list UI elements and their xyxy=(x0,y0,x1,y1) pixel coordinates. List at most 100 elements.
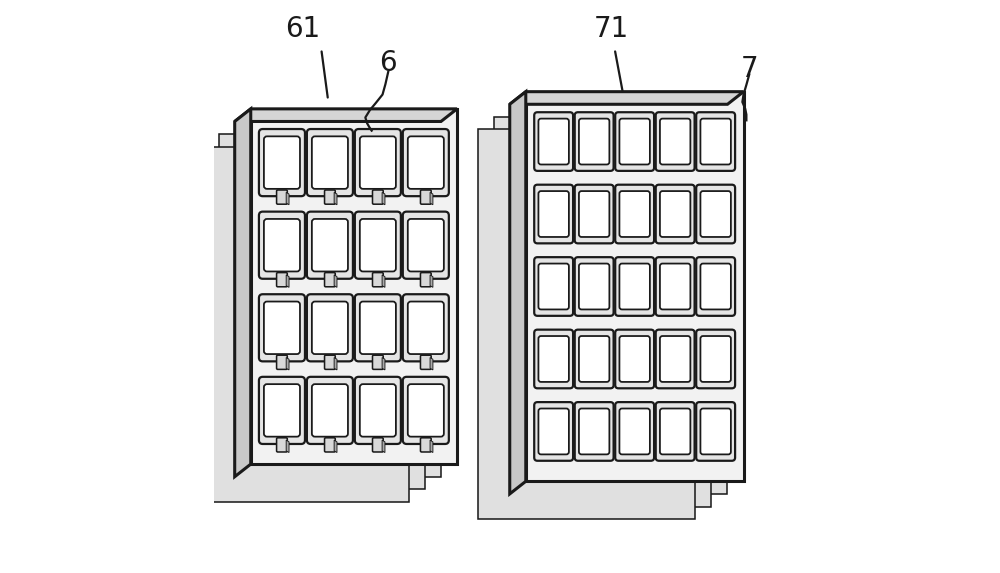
FancyBboxPatch shape xyxy=(700,119,731,164)
FancyBboxPatch shape xyxy=(656,112,695,171)
FancyBboxPatch shape xyxy=(307,129,353,196)
FancyBboxPatch shape xyxy=(355,377,401,444)
FancyBboxPatch shape xyxy=(700,264,731,309)
FancyBboxPatch shape xyxy=(325,438,335,452)
FancyBboxPatch shape xyxy=(420,273,431,287)
FancyBboxPatch shape xyxy=(312,301,348,354)
Polygon shape xyxy=(251,109,457,464)
FancyBboxPatch shape xyxy=(696,402,735,461)
FancyBboxPatch shape xyxy=(619,409,650,454)
FancyBboxPatch shape xyxy=(538,409,569,454)
FancyBboxPatch shape xyxy=(325,355,335,370)
Polygon shape xyxy=(334,440,337,453)
FancyBboxPatch shape xyxy=(408,301,444,354)
FancyBboxPatch shape xyxy=(696,112,735,171)
Polygon shape xyxy=(510,92,526,494)
FancyBboxPatch shape xyxy=(277,355,287,370)
Polygon shape xyxy=(286,275,289,288)
FancyBboxPatch shape xyxy=(403,294,449,362)
FancyBboxPatch shape xyxy=(575,112,614,171)
FancyBboxPatch shape xyxy=(360,384,396,437)
FancyBboxPatch shape xyxy=(696,185,735,244)
Polygon shape xyxy=(286,358,289,370)
FancyBboxPatch shape xyxy=(264,384,300,437)
FancyBboxPatch shape xyxy=(534,185,573,244)
FancyBboxPatch shape xyxy=(700,336,731,382)
FancyBboxPatch shape xyxy=(277,273,287,287)
FancyBboxPatch shape xyxy=(619,191,650,237)
FancyBboxPatch shape xyxy=(534,112,573,171)
FancyBboxPatch shape xyxy=(355,129,401,196)
FancyBboxPatch shape xyxy=(619,264,650,309)
Polygon shape xyxy=(382,275,385,288)
FancyBboxPatch shape xyxy=(700,191,731,237)
FancyBboxPatch shape xyxy=(312,219,348,272)
Polygon shape xyxy=(494,117,711,507)
FancyBboxPatch shape xyxy=(307,294,353,362)
Polygon shape xyxy=(382,440,385,453)
FancyBboxPatch shape xyxy=(408,384,444,437)
Polygon shape xyxy=(334,193,337,205)
FancyBboxPatch shape xyxy=(420,190,431,204)
Polygon shape xyxy=(526,92,744,481)
FancyBboxPatch shape xyxy=(660,119,690,164)
FancyBboxPatch shape xyxy=(372,273,383,287)
FancyBboxPatch shape xyxy=(420,438,431,452)
FancyBboxPatch shape xyxy=(372,355,383,370)
FancyBboxPatch shape xyxy=(307,211,353,279)
FancyBboxPatch shape xyxy=(259,129,305,196)
FancyBboxPatch shape xyxy=(259,211,305,279)
FancyBboxPatch shape xyxy=(534,257,573,316)
FancyBboxPatch shape xyxy=(656,329,695,388)
FancyBboxPatch shape xyxy=(579,119,609,164)
Polygon shape xyxy=(382,193,385,205)
FancyBboxPatch shape xyxy=(696,257,735,316)
FancyBboxPatch shape xyxy=(619,336,650,382)
FancyBboxPatch shape xyxy=(259,377,305,444)
FancyBboxPatch shape xyxy=(360,219,396,272)
Text: 71: 71 xyxy=(594,15,629,42)
FancyBboxPatch shape xyxy=(656,402,695,461)
FancyBboxPatch shape xyxy=(534,402,573,461)
Polygon shape xyxy=(219,134,425,489)
FancyBboxPatch shape xyxy=(538,336,569,382)
Polygon shape xyxy=(286,193,289,205)
FancyBboxPatch shape xyxy=(615,257,654,316)
Polygon shape xyxy=(286,440,289,453)
FancyBboxPatch shape xyxy=(403,211,449,279)
Text: 61: 61 xyxy=(285,15,320,42)
Polygon shape xyxy=(510,92,744,104)
FancyBboxPatch shape xyxy=(575,185,614,244)
Polygon shape xyxy=(235,109,251,477)
Polygon shape xyxy=(430,275,433,288)
FancyBboxPatch shape xyxy=(575,329,614,388)
FancyBboxPatch shape xyxy=(277,190,287,204)
Polygon shape xyxy=(334,275,337,288)
FancyBboxPatch shape xyxy=(264,219,300,272)
FancyBboxPatch shape xyxy=(355,211,401,279)
FancyBboxPatch shape xyxy=(579,336,609,382)
FancyBboxPatch shape xyxy=(355,294,401,362)
FancyBboxPatch shape xyxy=(696,329,735,388)
FancyBboxPatch shape xyxy=(619,119,650,164)
Polygon shape xyxy=(382,358,385,370)
FancyBboxPatch shape xyxy=(660,336,690,382)
FancyBboxPatch shape xyxy=(360,136,396,189)
Polygon shape xyxy=(430,440,433,453)
FancyBboxPatch shape xyxy=(575,257,614,316)
Text: 7: 7 xyxy=(740,55,758,83)
FancyBboxPatch shape xyxy=(325,273,335,287)
FancyBboxPatch shape xyxy=(259,294,305,362)
FancyBboxPatch shape xyxy=(656,185,695,244)
Polygon shape xyxy=(235,109,457,121)
FancyBboxPatch shape xyxy=(264,136,300,189)
FancyBboxPatch shape xyxy=(660,264,690,309)
Polygon shape xyxy=(235,121,441,477)
FancyBboxPatch shape xyxy=(615,185,654,244)
FancyBboxPatch shape xyxy=(656,257,695,316)
FancyBboxPatch shape xyxy=(408,219,444,272)
FancyBboxPatch shape xyxy=(538,264,569,309)
FancyBboxPatch shape xyxy=(325,190,335,204)
FancyBboxPatch shape xyxy=(579,264,609,309)
FancyBboxPatch shape xyxy=(538,191,569,237)
